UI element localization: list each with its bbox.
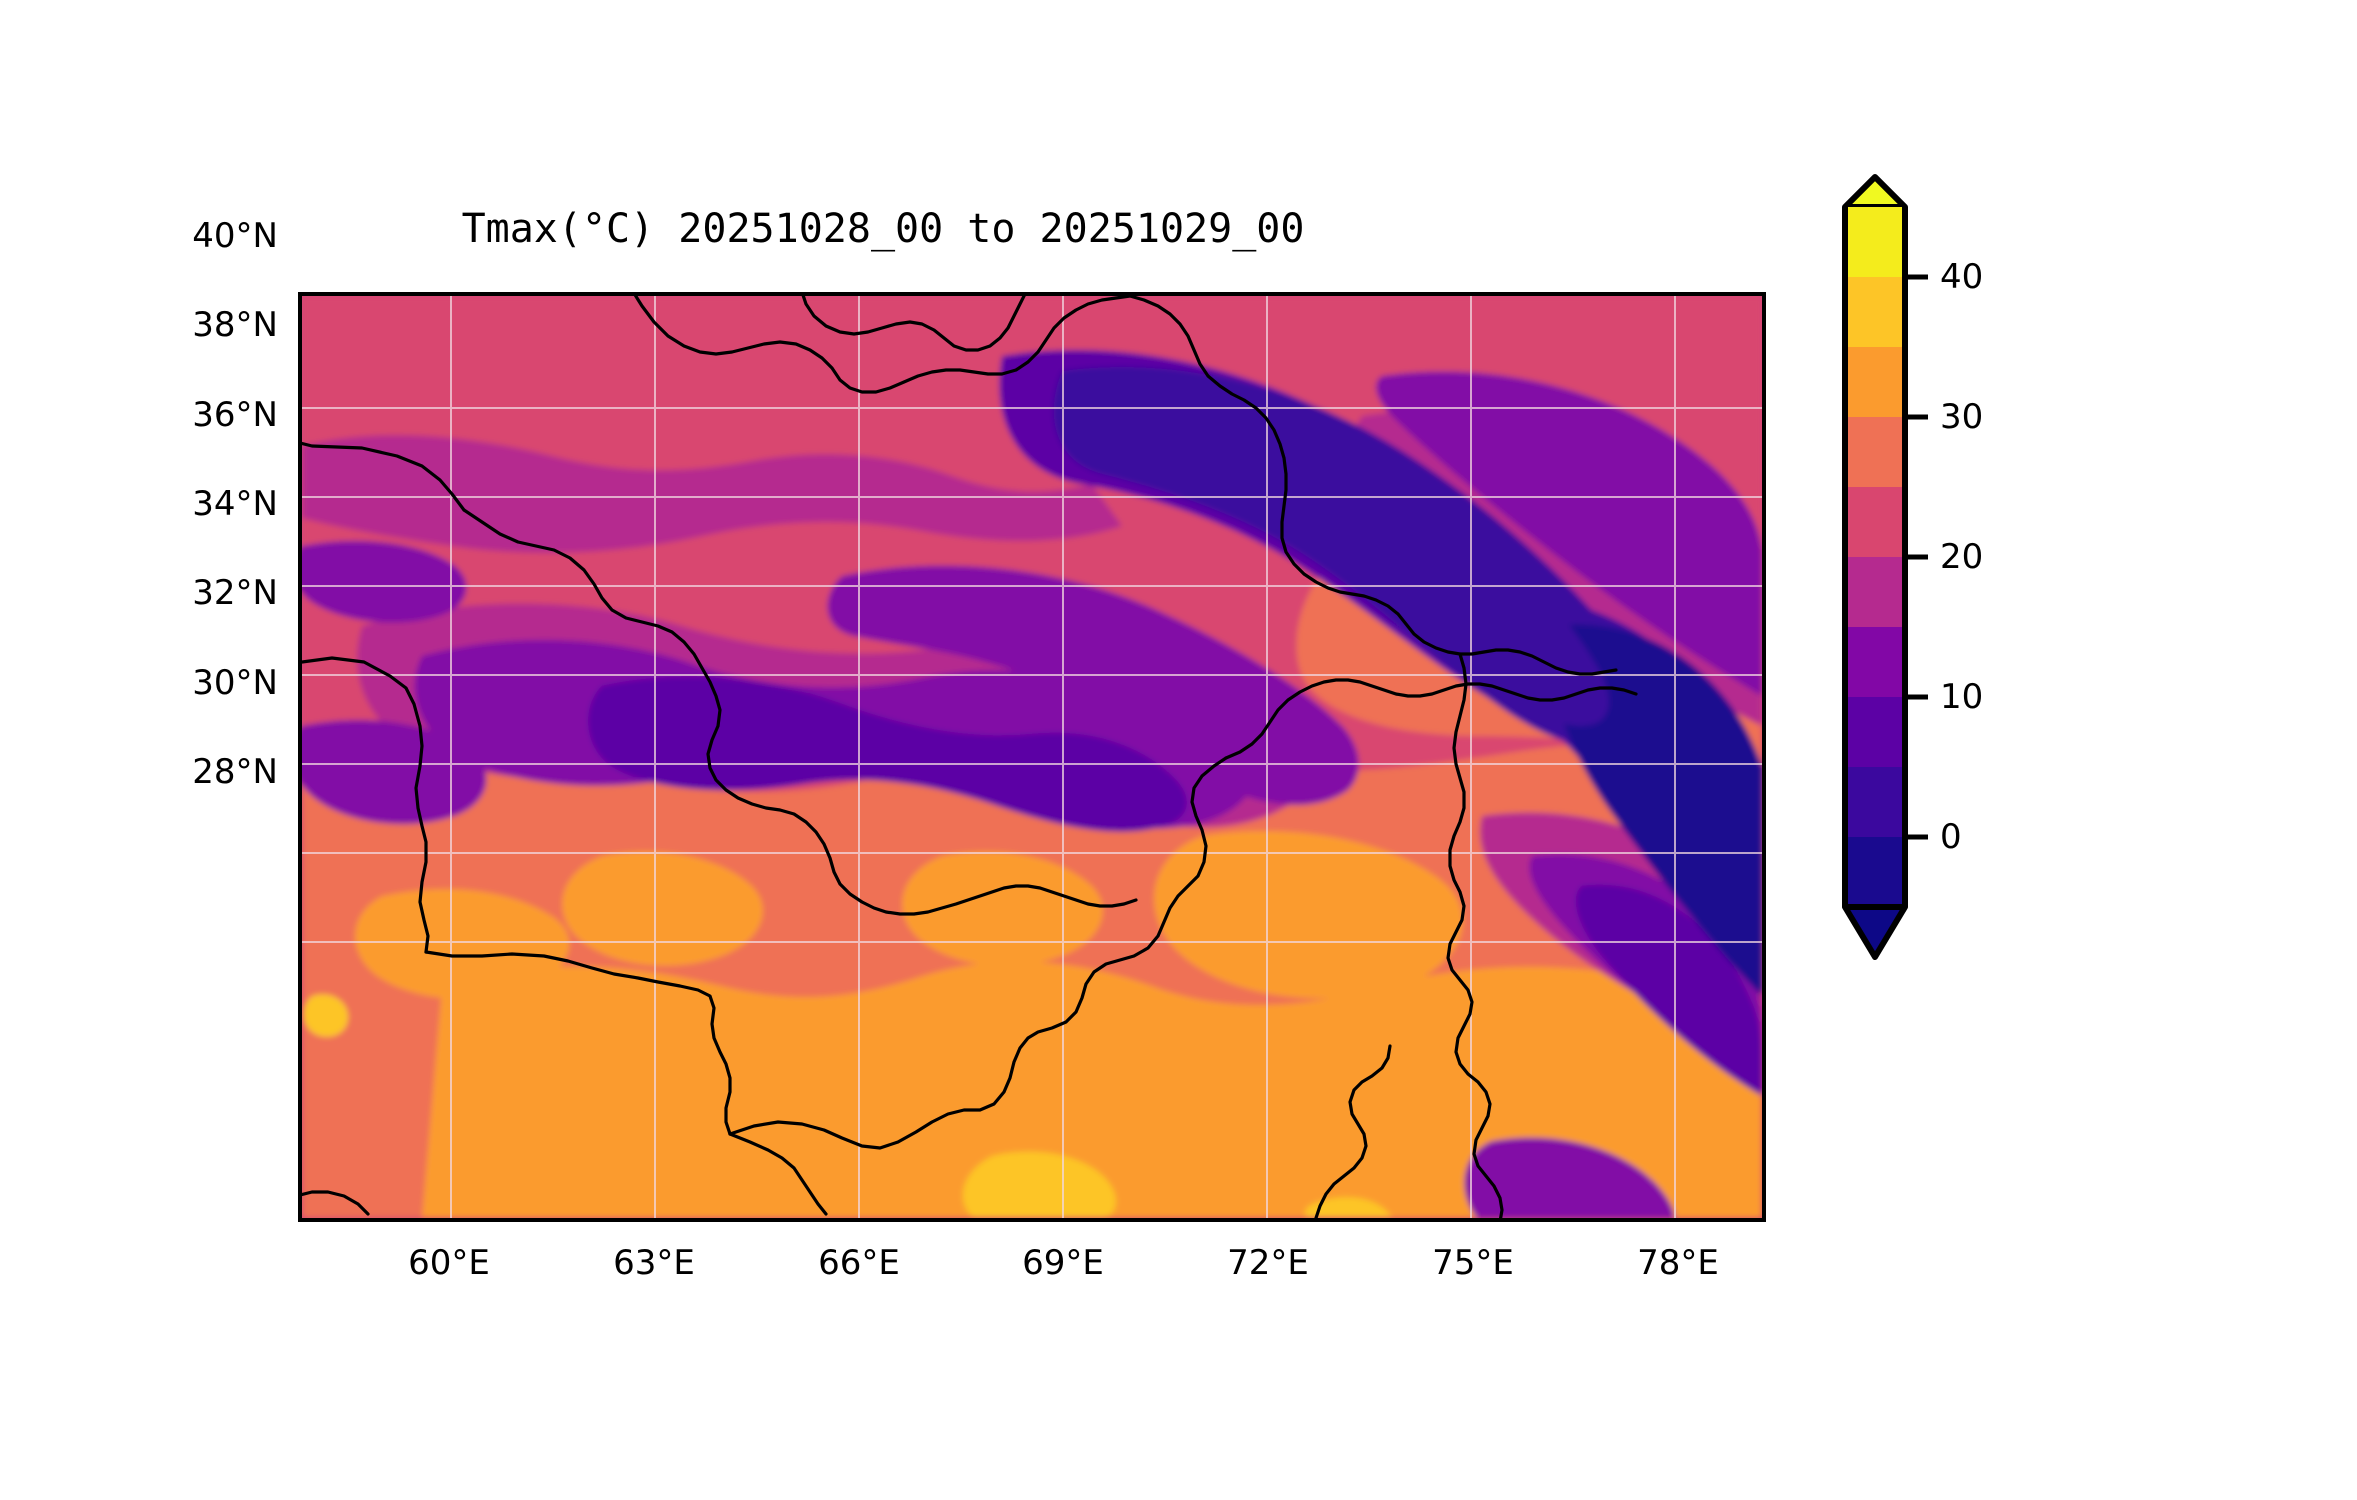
temperature-contour-map (302, 296, 1762, 1218)
colorbar-bands (1842, 174, 1908, 960)
x-tick-66e: 66°E (818, 1243, 900, 1283)
title-line-1: Tmax(°C) 20251028_00 to 20251029_00 (461, 206, 1305, 252)
x-tick-69e: 69°E (1022, 1243, 1104, 1283)
y-tick-40n: 40°N (192, 216, 278, 256)
colorbar-graphic (1842, 174, 1928, 960)
y-tick-32n: 32°N (192, 573, 278, 613)
map-plot-area (298, 292, 1766, 1222)
colorbar-tick-20: 20 (1940, 537, 1984, 577)
y-axis-tick-labels: 40°N 38°N 36°N 34°N 32°N 30°N 28°N (58, 0, 278, 1500)
x-tick-72e: 72°E (1227, 1243, 1309, 1283)
x-tick-75e: 75°E (1432, 1243, 1514, 1283)
colorbar-under-arrow (1842, 904, 1908, 960)
map-gridlines (302, 296, 1762, 1218)
colorbar-tick-0: 0 (1940, 817, 1962, 857)
x-tick-63e: 63°E (613, 1243, 695, 1283)
colorbar-tick-30: 30 (1940, 397, 1984, 437)
x-tick-78e: 78°E (1637, 1243, 1719, 1283)
y-tick-38n: 38°N (192, 305, 278, 345)
y-tick-34n: 34°N (192, 484, 278, 524)
colorbar: 40 30 20 10 0 (1820, 160, 2220, 1360)
colorbar-over-arrow (1842, 174, 1908, 210)
y-tick-36n: 36°N (192, 395, 278, 435)
colorbar-tick-40: 40 (1940, 257, 1984, 297)
x-tick-60e: 60°E (408, 1243, 490, 1283)
colorbar-tick-10: 10 (1940, 677, 1984, 717)
y-tick-30n: 30°N (192, 663, 278, 703)
country-borders (302, 296, 1638, 1218)
y-tick-28n: 28°N (192, 752, 278, 792)
contour-fill-group (302, 296, 1762, 1218)
colorbar-tick-marks (1905, 274, 1928, 840)
